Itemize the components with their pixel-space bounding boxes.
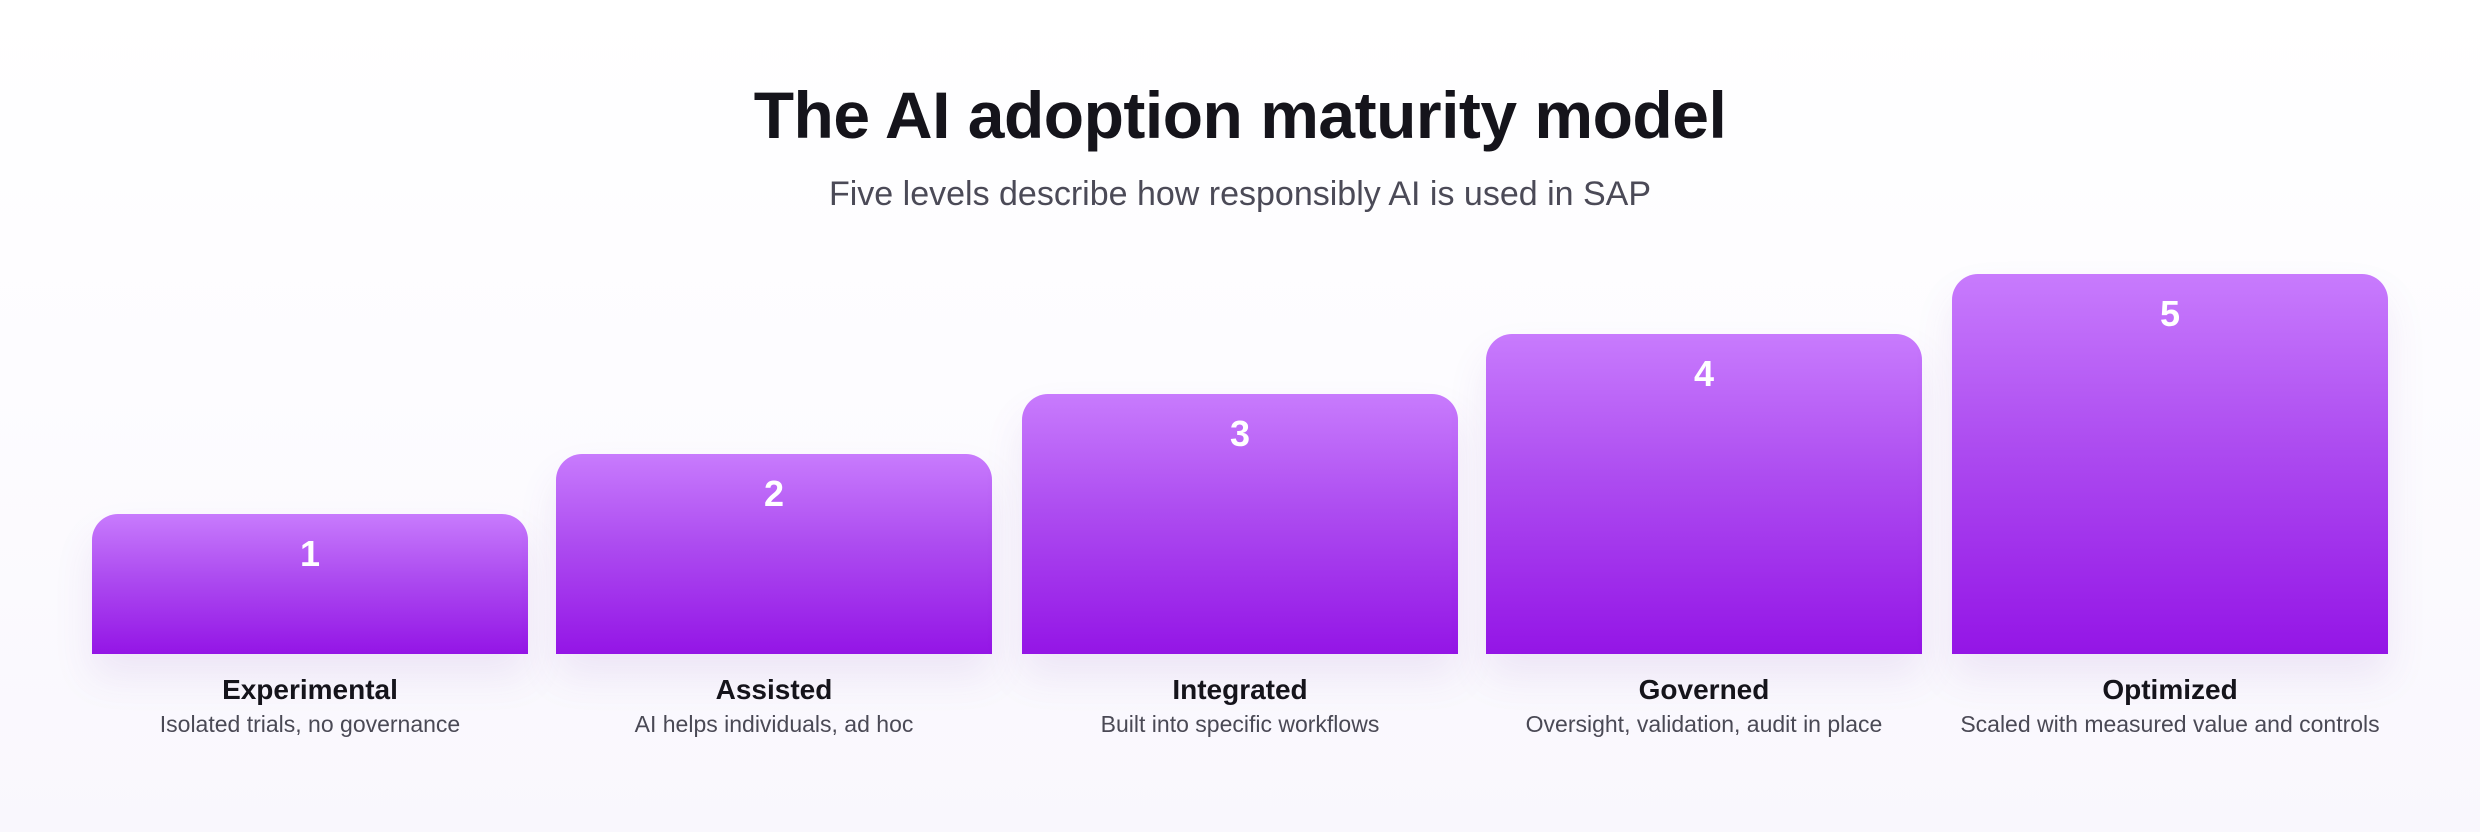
level-description: Isolated trials, no governance <box>159 711 461 737</box>
level-bar: 3 <box>1022 394 1458 654</box>
maturity-level-3: 3 Integrated Built into specific workflows <box>1022 0 1458 832</box>
maturity-level-4: 4 Governed Oversight, validation, audit in… <box>1486 0 1922 832</box>
level-number: 1 <box>299 533 321 574</box>
page-title: The AI adoption maturity model <box>753 78 1727 152</box>
maturity-level-5: 5 Optimized Scaled with measured value and… <box>1952 0 2388 832</box>
level-description: Oversight, validation, audit in place <box>1525 711 1883 737</box>
level-bar: 5 <box>1952 274 2388 654</box>
level-number: 3 <box>1229 413 1251 454</box>
level-label: Integrated <box>1172 674 1308 705</box>
level-label: Assisted <box>715 674 833 705</box>
level-label: Optimized <box>2102 674 2238 705</box>
level-number: 4 <box>1693 353 1715 394</box>
level-bar: 2 <box>556 454 992 654</box>
maturity-level-2: 2 Assisted AI helps individuals, ad hoc <box>556 0 992 832</box>
level-description: Scaled with measured value and controls <box>1960 711 2380 737</box>
level-number: 2 <box>763 473 785 514</box>
level-bar: 4 <box>1486 334 1922 654</box>
level-number: 5 <box>2159 293 2181 334</box>
level-label: Governed <box>1638 674 1770 705</box>
level-description: AI helps individuals, ad hoc <box>634 711 914 737</box>
level-bar: 1 <box>92 514 528 654</box>
level-description: Built into specific workflows <box>1100 711 1380 737</box>
level-label: Experimental <box>222 674 398 705</box>
maturity-level-1: 1 Experimental Isolated trials, no governa… <box>92 0 528 832</box>
page-subtitle: Five levels describe how responsibly AI … <box>828 175 1652 213</box>
